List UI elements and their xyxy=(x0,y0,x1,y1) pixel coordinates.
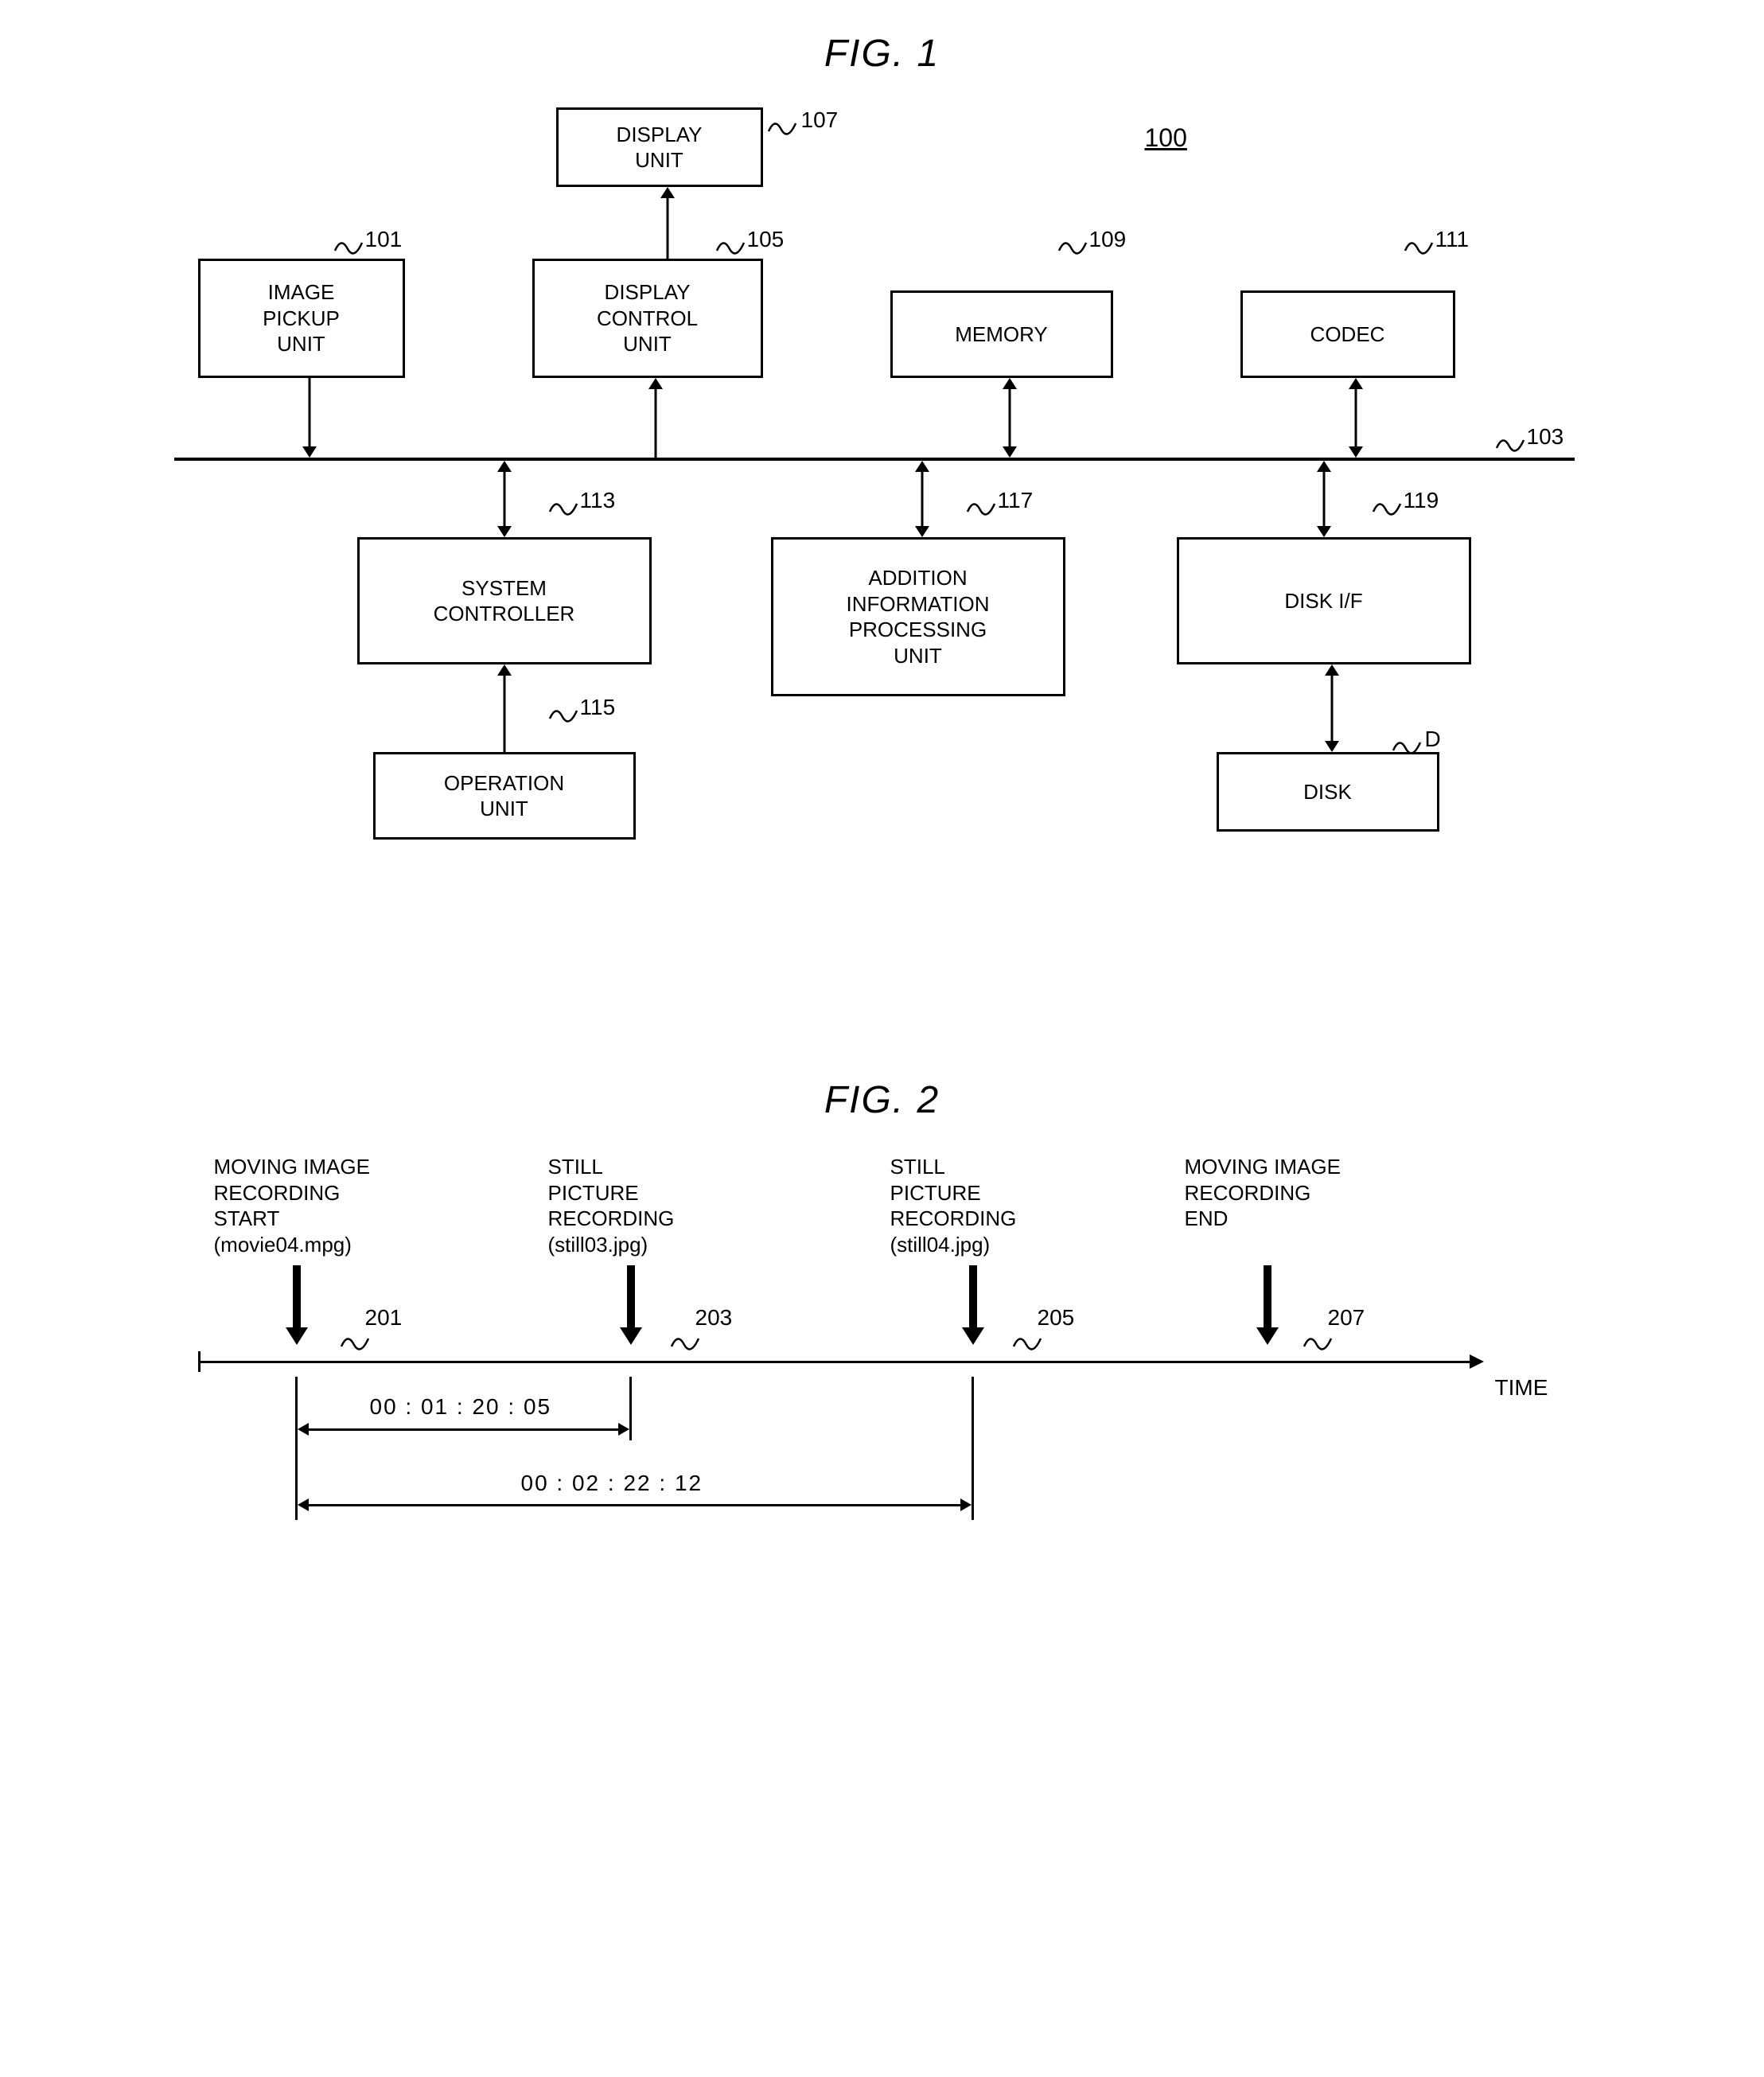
box-disk-if: DISK I/F xyxy=(1177,537,1471,664)
box-system-controller: SYSTEM CONTROLLER xyxy=(357,537,652,664)
ref-207: 207 xyxy=(1328,1305,1365,1331)
event-207-arrow xyxy=(1256,1265,1279,1345)
box-image-pickup: IMAGE PICKUP UNIT xyxy=(198,259,405,378)
ref-bus: 103 xyxy=(1527,424,1564,450)
fig2-diagram: MOVING IMAGE RECORDING START (movie04.mp… xyxy=(127,1154,1638,1647)
event-207-text: MOVING IMAGE RECORDING END xyxy=(1185,1154,1341,1232)
box-addition: ADDITION INFORMATION PROCESSING UNIT xyxy=(771,537,1065,696)
figure-2: FIG. 2 MOVING IMAGE RECORDING START (mov… xyxy=(48,1078,1716,1647)
dim2-label: 00 : 02 : 22 : 12 xyxy=(516,1471,708,1496)
ref-system-ctrl: 113 xyxy=(580,488,616,513)
dim2-arrow-right xyxy=(960,1498,972,1511)
fig1-diagram: 100 DISPLAY UNIT 107 101 IMAGE PICKUP UN… xyxy=(127,107,1638,983)
dim1-arrow-right xyxy=(618,1423,629,1436)
timeline-axis xyxy=(198,1361,1471,1363)
fig1-title: FIG. 1 xyxy=(48,32,1716,76)
box-display-unit: DISPLAY UNIT xyxy=(556,107,763,187)
ref-203: 203 xyxy=(695,1305,733,1331)
ref-system: 100 xyxy=(1145,123,1187,153)
ref-image-pickup: 101 xyxy=(365,227,403,252)
arrow-dispctrl-dispunit xyxy=(660,187,676,259)
event-201-arrow xyxy=(286,1265,308,1345)
ref-201: 201 xyxy=(365,1305,403,1331)
bus-line xyxy=(174,458,1575,461)
dim2-arrow-left xyxy=(298,1498,309,1511)
arrow-operation-sysctrl xyxy=(496,664,512,752)
box-codec: CODEC xyxy=(1240,290,1455,378)
event-205-arrow xyxy=(962,1265,984,1345)
ref-disk-if: 119 xyxy=(1404,488,1439,513)
ref-memory: 109 xyxy=(1089,227,1127,252)
ref-205: 205 xyxy=(1038,1305,1075,1331)
arrow-codec-bus xyxy=(1348,378,1364,458)
ref-codec: 111 xyxy=(1435,227,1470,252)
arrow-addition-bus xyxy=(914,461,930,537)
dim1-line xyxy=(308,1428,620,1431)
event-203-arrow xyxy=(620,1265,642,1345)
arrow-sysctrl-bus xyxy=(496,461,512,537)
dim1-label: 00 : 01 : 20 : 05 xyxy=(365,1394,557,1420)
arrow-memory-bus xyxy=(1002,378,1018,458)
arrow-imagepickup-bus xyxy=(302,378,317,458)
ref-display-unit: 107 xyxy=(801,107,839,133)
event-203-text: STILL PICTURE RECORDING (still03.jpg) xyxy=(548,1154,675,1257)
ref-disk: D xyxy=(1425,727,1441,752)
ref-addition: 117 xyxy=(998,488,1034,513)
ref-operation: 115 xyxy=(580,695,616,720)
event-205-text: STILL PICTURE RECORDING (still04.jpg) xyxy=(890,1154,1017,1257)
dim1-tick-right xyxy=(629,1377,632,1440)
dim2-line xyxy=(308,1504,962,1506)
axis-arrowhead xyxy=(1470,1354,1484,1369)
box-operation: OPERATION UNIT xyxy=(373,752,636,840)
arrow-diskif-bus xyxy=(1316,461,1332,537)
box-display-control: DISPLAY CONTROL UNIT xyxy=(532,259,763,378)
ref-display-control: 105 xyxy=(747,227,785,252)
arrow-bus-dispctrl xyxy=(648,378,664,458)
axis-start-tick xyxy=(198,1351,201,1372)
arrow-diskif-disk xyxy=(1324,664,1340,752)
dim1-arrow-left xyxy=(298,1423,309,1436)
box-memory: MEMORY xyxy=(890,290,1113,378)
axis-label-time: TIME xyxy=(1495,1375,1548,1401)
fig2-title: FIG. 2 xyxy=(48,1078,1716,1122)
box-disk: DISK xyxy=(1217,752,1439,832)
dim2-tick-right xyxy=(972,1377,974,1520)
event-201-text: MOVING IMAGE RECORDING START (movie04.mp… xyxy=(214,1154,370,1257)
figure-1: FIG. 1 100 DISPLAY UNIT 107 101 IMAGE PI… xyxy=(48,32,1716,983)
